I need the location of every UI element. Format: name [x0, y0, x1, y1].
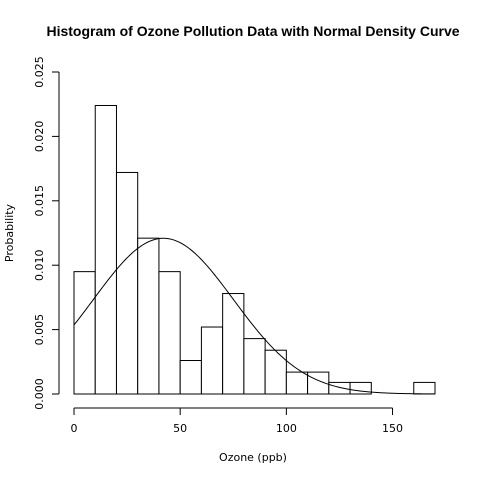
histogram-bar-9 — [264, 349, 287, 395]
normal-density-curve — [73, 237, 435, 395]
x-tick-label-3: 150 — [382, 422, 403, 435]
histogram-bar-6 — [200, 326, 224, 395]
y-tick-label-5: 0.025 — [33, 56, 46, 88]
x-tick-label-1: 50 — [173, 422, 187, 435]
histogram-bar-1 — [94, 104, 117, 395]
histogram-bar-0 — [73, 271, 96, 395]
histogram-bar-5 — [179, 360, 202, 395]
y-axis-label: Probability — [3, 203, 16, 262]
histogram-bar-13 — [349, 381, 372, 395]
histogram-bar-4 — [158, 271, 181, 395]
histogram-bar-10 — [285, 371, 309, 395]
x-axis-label: Ozone (ppb) — [219, 451, 287, 464]
x-tick-label-2: 100 — [276, 422, 297, 435]
x-tick-label-0: 0 — [71, 422, 78, 435]
y-axis: 0.000 0.005 0.010 0.015 0.020 0.025 — [33, 56, 60, 410]
histogram-bar-8 — [243, 338, 266, 395]
y-tick-label-1: 0.005 — [33, 314, 46, 346]
y-tick-label-2: 0.010 — [33, 249, 46, 281]
chart-title: Histogram of Ozone Pollution Data with N… — [46, 23, 459, 39]
histogram-bar-2 — [115, 171, 139, 395]
histogram-bar-3 — [137, 237, 160, 395]
histogram-bar-12 — [328, 381, 351, 395]
histogram-bars — [73, 104, 436, 395]
y-tick-label-0: 0.000 — [33, 378, 46, 410]
histogram-bar-16 — [413, 381, 436, 395]
x-axis: 0 50 100 150 — [71, 407, 403, 435]
y-tick-label-4: 0.020 — [33, 121, 46, 153]
y-tick-label-3: 0.015 — [33, 185, 46, 217]
